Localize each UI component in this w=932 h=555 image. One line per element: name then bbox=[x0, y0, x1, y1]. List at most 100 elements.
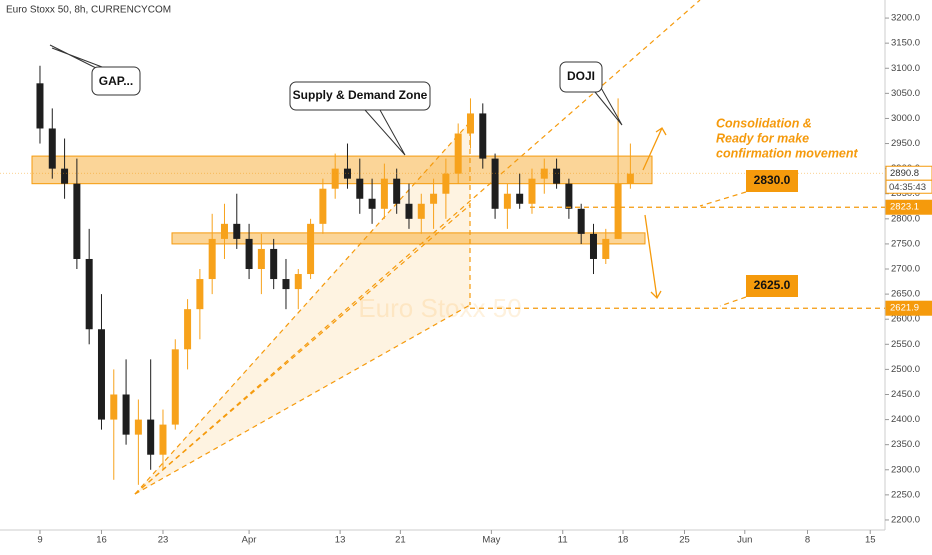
x-tick-label: Jun bbox=[737, 535, 752, 546]
y-tick-label: 3200.0 bbox=[891, 13, 920, 24]
level-box bbox=[746, 170, 798, 192]
chart-title: Euro Stoxx 50, 8h, CURRENCYCOM bbox=[6, 5, 171, 16]
y-tick-label: 2950.0 bbox=[891, 138, 920, 149]
candle-body bbox=[61, 168, 69, 184]
x-tick-label: 16 bbox=[96, 535, 107, 546]
countdown: 04:35:43 bbox=[889, 182, 926, 193]
label-pointer bbox=[719, 296, 747, 307]
callout-box bbox=[289, 81, 431, 111]
candle-body bbox=[368, 198, 376, 209]
x-tick-label: 23 bbox=[158, 535, 169, 546]
y-tick-label: 3000.0 bbox=[891, 113, 920, 124]
callout-box bbox=[559, 61, 603, 93]
callout-box bbox=[91, 66, 141, 96]
y-tick-label: 2500.0 bbox=[891, 364, 920, 375]
candle-body bbox=[417, 203, 425, 219]
candle-body bbox=[294, 274, 302, 290]
annotation: Supply & Demand Zone bbox=[293, 88, 428, 102]
candle-body bbox=[454, 133, 462, 174]
candle-body bbox=[331, 168, 339, 189]
candle-body bbox=[479, 113, 487, 159]
x-tick-label: Apr bbox=[242, 535, 257, 546]
candle-body bbox=[36, 83, 44, 129]
candle-body bbox=[393, 178, 401, 204]
x-tick-label: 25 bbox=[679, 535, 690, 546]
fan-shade bbox=[135, 122, 470, 494]
candle-body bbox=[122, 394, 130, 435]
annotation: GAP... bbox=[99, 74, 133, 88]
countdown-tag bbox=[885, 179, 932, 194]
price-tag bbox=[885, 300, 932, 316]
candle-body bbox=[528, 178, 536, 204]
price-tag-label: 2890.8 bbox=[890, 168, 919, 179]
y-tick-label: 2200.0 bbox=[891, 514, 920, 525]
watermark: Euro Stoxx 50 bbox=[358, 293, 521, 323]
callout-pointer bbox=[364, 109, 406, 156]
price-tag-label: 2621.9 bbox=[890, 303, 919, 314]
candle-body bbox=[602, 238, 610, 259]
label-pointer bbox=[699, 191, 747, 207]
candle-body bbox=[405, 203, 413, 219]
arrow-down bbox=[644, 214, 662, 300]
zone bbox=[31, 155, 653, 185]
candles bbox=[36, 65, 634, 485]
level-label: 2625.0 bbox=[754, 278, 791, 292]
candle-body bbox=[97, 329, 105, 420]
price-tag bbox=[885, 199, 932, 215]
candle-body bbox=[356, 178, 364, 199]
candle-body bbox=[343, 168, 351, 179]
candle-body bbox=[48, 128, 56, 169]
candle-body bbox=[430, 193, 438, 204]
candle-body bbox=[257, 248, 265, 270]
candle-body bbox=[196, 279, 204, 310]
candle-body bbox=[245, 238, 253, 270]
candle-body bbox=[110, 394, 118, 420]
y-tick-label: 2250.0 bbox=[891, 489, 920, 500]
x-tick-label: 13 bbox=[335, 535, 346, 546]
note-line: Ready for make bbox=[716, 131, 809, 145]
x-tick-label: 9 bbox=[37, 535, 42, 546]
candle-body bbox=[270, 248, 278, 280]
candle-body bbox=[134, 419, 142, 435]
y-tick-label: 3150.0 bbox=[891, 38, 920, 49]
candle-body bbox=[614, 183, 622, 239]
candle-body bbox=[220, 223, 228, 239]
candle-body bbox=[147, 419, 155, 455]
y-tick-label: 2750.0 bbox=[891, 238, 920, 249]
x-tick-label: 21 bbox=[395, 535, 406, 546]
x-tick-label: 8 bbox=[805, 535, 810, 546]
candle-body bbox=[159, 424, 167, 455]
y-tick-label: 2600.0 bbox=[891, 314, 920, 325]
y-tick-label: 2350.0 bbox=[891, 439, 920, 450]
y-tick-label: 2300.0 bbox=[891, 464, 920, 475]
candle-body bbox=[565, 183, 573, 209]
y-tick-label: 2700.0 bbox=[891, 264, 920, 275]
zones bbox=[31, 155, 653, 245]
y-tick-label: 2650.0 bbox=[891, 289, 920, 300]
fan-line bbox=[134, 121, 471, 495]
y-tick-label: 3050.0 bbox=[891, 88, 920, 99]
y-tick-label: 3100.0 bbox=[891, 63, 920, 74]
candle-body bbox=[208, 238, 216, 280]
zone bbox=[171, 232, 646, 245]
candle-body bbox=[380, 178, 388, 209]
candle-body bbox=[85, 258, 93, 330]
candle-body bbox=[491, 158, 499, 209]
level-label: 2830.0 bbox=[754, 173, 791, 187]
x-tick-label: 11 bbox=[558, 535, 568, 546]
candle-body bbox=[553, 168, 561, 184]
price-tag-label: 2823.1 bbox=[890, 202, 919, 213]
callout-pointer bbox=[49, 44, 111, 71]
candle-body bbox=[184, 309, 192, 350]
callout-pointer bbox=[594, 85, 623, 126]
arrow-up bbox=[642, 127, 667, 171]
note-line: confirmation movement bbox=[716, 146, 859, 160]
candle-body bbox=[516, 193, 524, 204]
x-tick-label: 18 bbox=[618, 535, 629, 546]
candle-body bbox=[442, 173, 450, 194]
level-box bbox=[746, 275, 798, 297]
candle-body bbox=[540, 168, 548, 179]
note-line: Consolidation & bbox=[716, 116, 812, 130]
candle-body bbox=[319, 188, 327, 224]
